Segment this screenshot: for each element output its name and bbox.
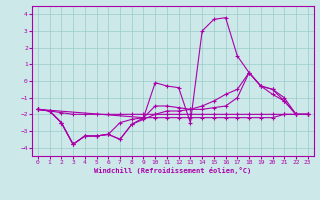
X-axis label: Windchill (Refroidissement éolien,°C): Windchill (Refroidissement éolien,°C) [94,167,252,174]
